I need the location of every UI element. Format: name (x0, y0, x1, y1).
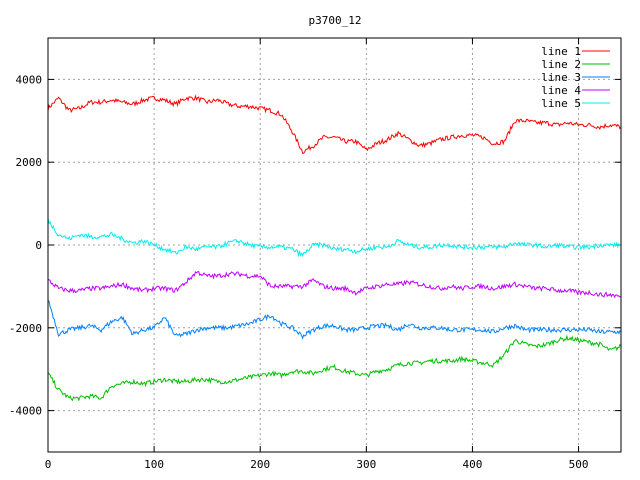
series-lines (47, 94, 622, 402)
legend-label: line 2 (541, 58, 581, 71)
y-tick-label: 2000 (16, 156, 43, 169)
y-tick-label: -2000 (9, 322, 42, 335)
x-tick-label: 0 (45, 458, 52, 471)
grid (48, 38, 621, 452)
legend-label: line 5 (541, 97, 581, 110)
x-tick-label: 200 (250, 458, 270, 471)
series-line-5 (47, 218, 621, 258)
legend-label: line 3 (541, 71, 581, 84)
legend-label: line 1 (541, 45, 581, 58)
x-tick-label: 300 (356, 458, 376, 471)
chart-title: p3700_12 (309, 14, 362, 27)
axis-ticks: 0 100 200 300 400 500 -4000 -2000 0 2000 4000 (9, 38, 621, 471)
x-tick-label: 400 (463, 458, 483, 471)
plot-border (47, 37, 622, 453)
y-tick-label: 4000 (16, 73, 43, 86)
legend-label: line 4 (541, 84, 581, 97)
series-line-1 (47, 94, 622, 154)
y-tick-label: 0 (35, 239, 42, 252)
series-line-4 (47, 271, 621, 299)
series-line-3 (47, 300, 622, 340)
y-tick-label: -4000 (9, 405, 42, 418)
x-tick-label: 100 (144, 458, 164, 471)
x-tick-label: 500 (569, 458, 589, 471)
series-line-2 (47, 334, 622, 402)
